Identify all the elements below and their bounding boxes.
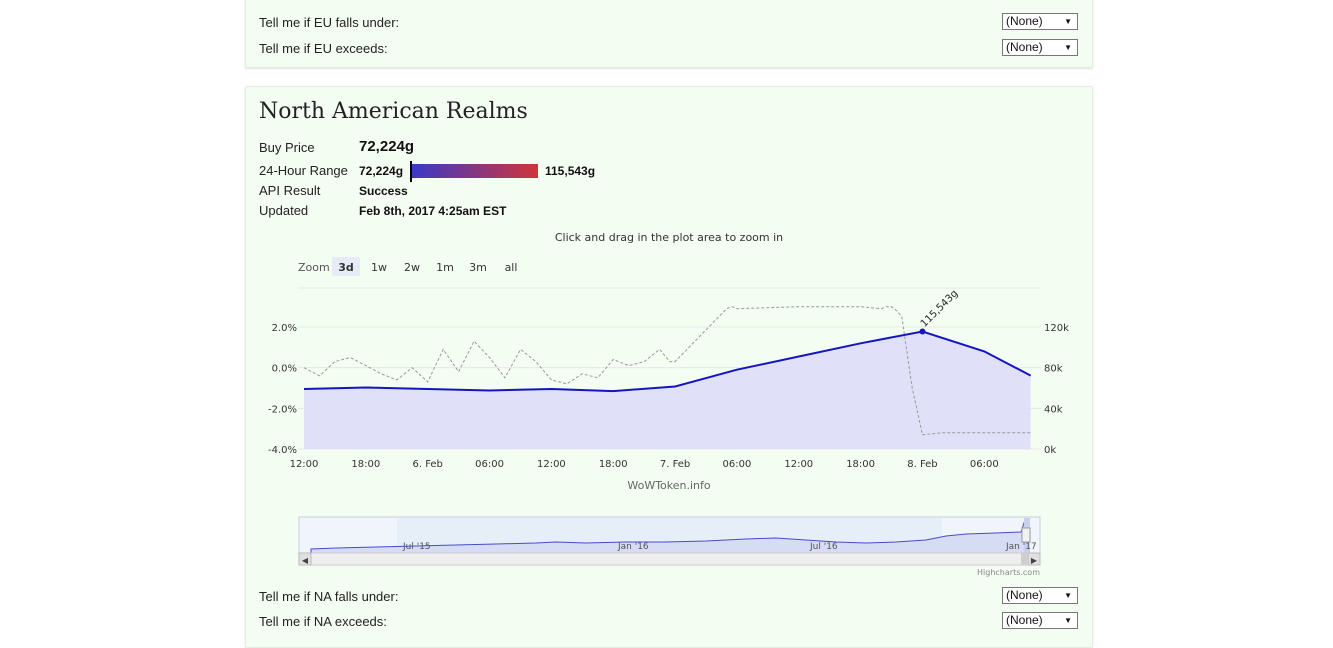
y-right-tick: 40k — [1044, 404, 1063, 415]
zoom-label: Zoom — [298, 261, 330, 274]
y-left-tick: -4.0% — [268, 445, 297, 456]
range-low-value: 72,224g — [359, 164, 404, 178]
eu-falls-under-select[interactable]: (None) ▼ — [1002, 13, 1078, 30]
navigator[interactable]: Jul '15 Jan '16 Jul '16 Jan '17 ◀ ▶ — [298, 516, 1041, 566]
zoom-button-1m[interactable]: 1m — [436, 261, 454, 274]
zoom-button-label: 3d — [338, 261, 354, 274]
highcharts-credit[interactable]: Highcharts.com — [977, 568, 1040, 577]
na-realms-panel: North American Realms Buy Price 72,224g … — [245, 86, 1093, 648]
dropdown-arrow-icon: ▼ — [1064, 43, 1072, 52]
na-falls-under-row: Tell me if NA falls under: (None) ▼ — [259, 587, 1078, 607]
navigator-label: Jan '16 — [617, 542, 649, 552]
eu-exceeds-select[interactable]: (None) ▼ — [1002, 39, 1078, 56]
api-result-label: API Result — [259, 183, 321, 198]
zoom-button-label: 3m — [469, 261, 487, 274]
zoom-button-label: 1w — [371, 261, 387, 274]
scrollbar-thumb[interactable] — [1021, 553, 1028, 565]
x-tick: 8. Feb — [907, 459, 937, 470]
na-exceeds-label: Tell me if NA exceeds: — [259, 614, 387, 629]
x-tick: 18:00 — [599, 459, 628, 470]
x-tick: 06:00 — [475, 459, 504, 470]
zoom-button-label: 2w — [404, 261, 420, 274]
price-chart[interactable]: Click and drag in the plot area to zoom … — [246, 87, 1092, 607]
eu-exceeds-row: Tell me if EU exceeds: (None) ▼ — [259, 39, 1078, 59]
updated-value: Feb 8th, 2017 4:25am EST — [359, 204, 507, 218]
zoom-buttons: 3d 1w 2w 1m 3m all — [332, 257, 517, 276]
price-area — [304, 331, 1031, 449]
y-left-tick: 2.0% — [272, 323, 297, 334]
eu-alerts-panel: Tell me if EU falls under: (None) ▼ Tell … — [245, 0, 1093, 68]
range-bar — [411, 164, 538, 178]
navigator-series — [310, 518, 1029, 554]
na-falls-under-select[interactable]: (None) ▼ — [1002, 587, 1078, 604]
zoom-button-2w[interactable]: 2w — [404, 261, 420, 274]
y-left-tick: -2.0% — [268, 404, 297, 415]
eu-exceeds-value: (None) — [1006, 40, 1043, 54]
y-right-tick: 0k — [1044, 445, 1056, 456]
zoom-button-label: all — [505, 261, 518, 274]
x-tick: 18:00 — [351, 459, 380, 470]
change-series-line — [303, 306, 1031, 436]
navigator-handle[interactable] — [1021, 527, 1031, 543]
zoom-button-label: 1m — [436, 261, 454, 274]
navigator-label: Jul '15 — [402, 542, 431, 552]
y-right-tick: 120k — [1044, 323, 1069, 334]
navigator-labels: Jul '15 Jan '16 Jul '16 Jan '17 — [402, 542, 1037, 552]
zoom-button-3m[interactable]: 3m — [469, 261, 487, 274]
api-result-value: Success — [359, 184, 408, 198]
eu-falls-under-label: Tell me if EU falls under: — [259, 15, 400, 30]
chart-credit: WoWToken.info — [627, 479, 711, 492]
updated-label: Updated — [259, 203, 309, 218]
y-left-tick: 0.0% — [272, 364, 297, 375]
eu-exceeds-label: Tell me if EU exceeds: — [259, 41, 388, 56]
dropdown-arrow-icon: ▼ — [1064, 591, 1072, 600]
eu-falls-under-row: Tell me if EU falls under: (None) ▼ — [259, 13, 1078, 33]
peak-point[interactable] — [919, 328, 926, 335]
x-tick: 06:00 — [723, 459, 752, 470]
range-current-marker — [410, 161, 412, 182]
dropdown-arrow-icon: ▼ — [1064, 616, 1072, 625]
scroll-left-arrow-icon: ◀ — [302, 556, 309, 565]
range-label: 24-Hour Range — [259, 163, 348, 178]
na-exceeds-select[interactable]: (None) ▼ — [1002, 612, 1078, 629]
zoom-button-3d[interactable]: 3d — [332, 257, 360, 276]
chart-subtitle: Click and drag in the plot area to zoom … — [555, 231, 783, 244]
x-tick: 7. Feb — [660, 459, 690, 470]
na-realms-title: North American Realms — [259, 99, 528, 124]
na-falls-under-label: Tell me if NA falls under: — [259, 589, 399, 604]
scroll-right-arrow-icon: ▶ — [1031, 556, 1038, 565]
zoom-selected-bg — [332, 257, 360, 276]
eu-falls-under-value: (None) — [1006, 14, 1043, 28]
y-right-tick: 80k — [1044, 364, 1063, 375]
chart-series: 115,543g — [303, 288, 1032, 449]
buy-price-label: Buy Price — [259, 140, 315, 155]
x-tick: 18:00 — [846, 459, 875, 470]
chart-axes: 2.0% 0.0% -2.0% -4.0% 120k 80k 40k 0k 12:00 18:00… — [268, 323, 1069, 470]
scrollbar-track[interactable] — [298, 552, 1041, 566]
scroll-left-button[interactable] — [298, 552, 312, 566]
x-tick: 12:00 — [290, 459, 319, 470]
dropdown-arrow-icon: ▼ — [1064, 17, 1072, 26]
x-tick: 12:00 — [784, 459, 813, 470]
buy-price-value: 72,224g — [359, 138, 415, 155]
na-exceeds-value: (None) — [1006, 613, 1043, 627]
peak-label: 115,543g — [919, 288, 961, 330]
range-high-value: 115,543g — [545, 164, 596, 178]
navigator-label: Jul '16 — [809, 542, 838, 552]
zoom-button-all[interactable]: all — [505, 261, 518, 274]
navigator-label: Jan '17 — [1005, 542, 1037, 552]
na-exceeds-row: Tell me if NA exceeds: (None) ▼ — [259, 612, 1078, 632]
x-tick: 06:00 — [970, 459, 999, 470]
x-tick: 12:00 — [537, 459, 566, 470]
zoom-button-1w[interactable]: 1w — [371, 261, 387, 274]
x-tick: 6. Feb — [412, 459, 442, 470]
na-falls-under-value: (None) — [1006, 588, 1043, 602]
